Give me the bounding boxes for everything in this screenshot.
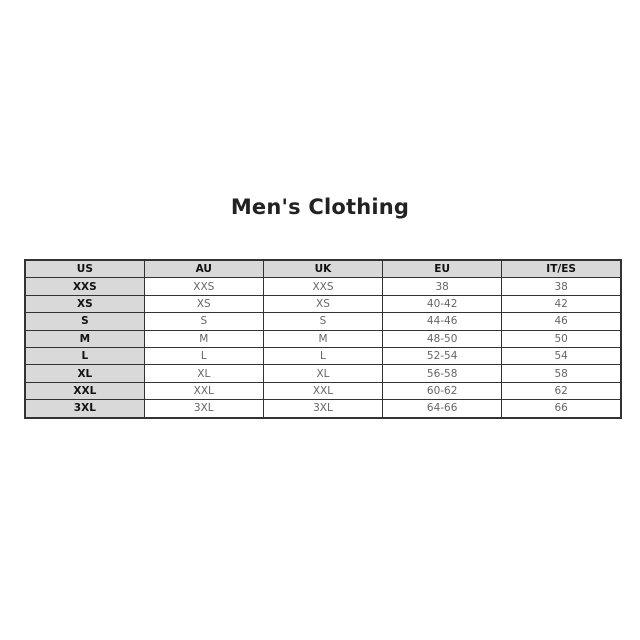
table-cell: M bbox=[262, 329, 384, 348]
table-row: XL XL XL 56-58 58 bbox=[24, 364, 622, 383]
table-row: XXS XXS XXS 38 38 bbox=[24, 277, 622, 296]
table-cell: 40-42 bbox=[382, 294, 503, 314]
table-cell: 38 bbox=[382, 277, 503, 296]
table-row: S S S 44-46 46 bbox=[24, 312, 622, 331]
table-cell: 44-46 bbox=[382, 312, 503, 331]
table-cell: 38 bbox=[501, 277, 622, 296]
table-cell: XXS bbox=[24, 277, 145, 296]
table-cell: L bbox=[262, 346, 384, 366]
table-row: XXL XXL XXL 60-62 62 bbox=[24, 381, 622, 401]
column-header-uk: UK bbox=[262, 259, 384, 279]
table-cell: XL bbox=[262, 364, 384, 383]
table-cell: 50 bbox=[501, 329, 622, 348]
table-cell: XXL bbox=[262, 381, 384, 401]
table-cell: S bbox=[262, 312, 384, 331]
table-cell: S bbox=[24, 312, 145, 331]
table-cell: 3XL bbox=[24, 399, 145, 419]
table-row: L L L 52-54 54 bbox=[24, 346, 622, 366]
table-row: XS XS XS 40-42 42 bbox=[24, 294, 622, 314]
table-cell: 60-62 bbox=[382, 381, 503, 401]
table-cell: M bbox=[24, 329, 145, 348]
table-cell: 46 bbox=[501, 312, 622, 331]
size-chart-table: US AU UK EU IT/ES XXS XXS XXS 38 38 XS XS XS 40-42 42… bbox=[24, 259, 622, 419]
table-cell: 56-58 bbox=[382, 364, 503, 383]
table-cell: XXS bbox=[262, 277, 384, 296]
table-header-row: US AU UK EU IT/ES bbox=[24, 259, 622, 279]
table-cell: XL bbox=[24, 364, 145, 383]
page-title: Men's Clothing bbox=[230, 195, 410, 219]
column-header-eu: EU bbox=[382, 259, 503, 279]
table-cell: M bbox=[143, 329, 264, 348]
table-cell: XXL bbox=[143, 381, 264, 401]
table-cell: 3XL bbox=[262, 399, 384, 419]
column-header-au: AU bbox=[143, 259, 264, 279]
table-cell: 48-50 bbox=[382, 329, 503, 348]
table-cell: L bbox=[24, 346, 145, 366]
table-cell: L bbox=[143, 346, 264, 366]
table-cell: 66 bbox=[501, 399, 622, 419]
table-cell: 64-66 bbox=[382, 399, 503, 419]
table-cell: 62 bbox=[501, 381, 622, 401]
table-cell: XXS bbox=[143, 277, 264, 296]
table-cell: S bbox=[143, 312, 264, 331]
table-cell: 54 bbox=[501, 346, 622, 366]
table-cell: 52-54 bbox=[382, 346, 503, 366]
table-cell: XS bbox=[24, 294, 145, 314]
table-cell: XL bbox=[143, 364, 264, 383]
column-header-ites: IT/ES bbox=[501, 259, 622, 279]
table-cell: 42 bbox=[501, 294, 622, 314]
table-cell: 3XL bbox=[143, 399, 264, 419]
table-cell: 58 bbox=[501, 364, 622, 383]
table-cell: XS bbox=[262, 294, 384, 314]
column-header-us: US bbox=[24, 259, 145, 279]
table-cell: XS bbox=[143, 294, 264, 314]
table-row: M M M 48-50 50 bbox=[24, 329, 622, 348]
table-row: 3XL 3XL 3XL 64-66 66 bbox=[24, 399, 622, 419]
table-cell: XXL bbox=[24, 381, 145, 401]
